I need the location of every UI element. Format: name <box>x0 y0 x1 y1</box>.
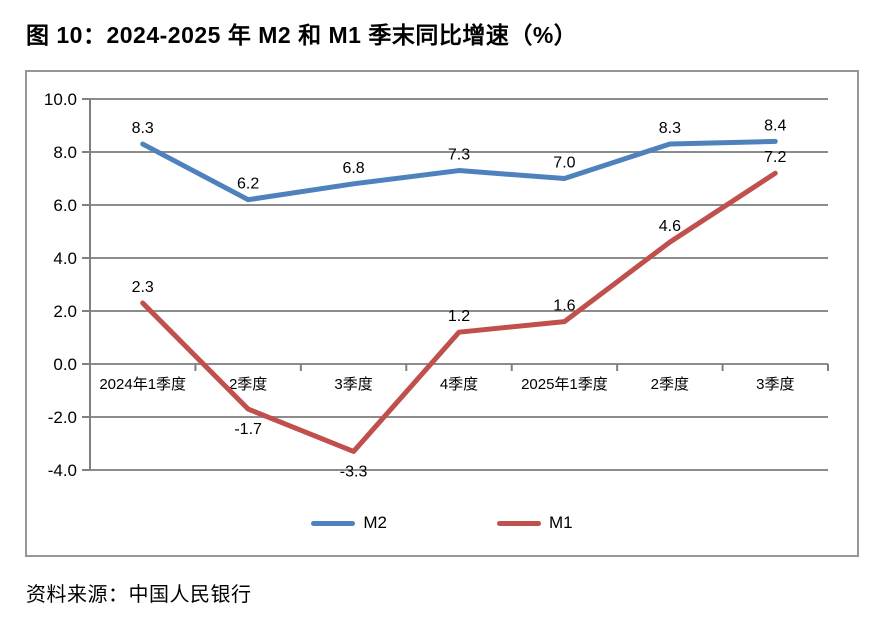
svg-text:0.0: 0.0 <box>53 355 77 374</box>
chart-frame: 10.0 8.0 6.0 4.0 2.0 0.0 -2.0 -4.0 2024年1季度 2季度 3季… <box>25 70 859 557</box>
svg-text:1.6: 1.6 <box>553 298 575 315</box>
svg-text:8.3: 8.3 <box>132 120 154 137</box>
svg-text:8.0: 8.0 <box>53 143 77 162</box>
gridlines <box>90 98 828 471</box>
svg-text:7.0: 7.0 <box>553 155 575 172</box>
svg-text:1.2: 1.2 <box>448 308 470 325</box>
x-axis-ticks <box>89 364 829 371</box>
svg-text:10.0: 10.0 <box>44 90 77 109</box>
svg-text:2.0: 2.0 <box>53 302 77 321</box>
legend-label-m1: M1 <box>549 513 573 532</box>
y-axis-labels: 10.0 8.0 6.0 4.0 2.0 0.0 -2.0 -4.0 <box>44 90 77 480</box>
svg-text:8.4: 8.4 <box>764 117 786 134</box>
line-chart: 10.0 8.0 6.0 4.0 2.0 0.0 -2.0 -4.0 2024年1季度 2季度 3季… <box>44 90 829 480</box>
svg-text:3季度: 3季度 <box>334 376 372 393</box>
svg-text:7.3: 7.3 <box>448 147 470 164</box>
figure-title: 图 10：2024-2025 年 M2 和 M1 季末同比增速（%） <box>26 22 578 48</box>
svg-text:7.2: 7.2 <box>764 149 786 166</box>
svg-text:-1.7: -1.7 <box>234 421 262 438</box>
svg-text:2季度: 2季度 <box>651 376 689 393</box>
svg-text:-3.3: -3.3 <box>340 463 368 480</box>
svg-text:2季度: 2季度 <box>229 376 267 393</box>
y-axis-ticks <box>82 98 90 471</box>
m1-data-labels: 2.3 -1.7 -3.3 1.2 1.6 4.6 7.2 <box>132 149 787 480</box>
legend-item-m2: M2 <box>311 513 387 533</box>
svg-text:6.2: 6.2 <box>237 176 259 193</box>
svg-text:2024年1季度: 2024年1季度 <box>99 376 186 393</box>
m2-line-swatch <box>311 520 356 526</box>
m1-line <box>140 170 778 454</box>
svg-text:4.0: 4.0 <box>53 249 77 268</box>
m1-line-swatch <box>497 520 541 526</box>
m2-data-labels: 8.3 6.2 6.8 7.3 7.0 8.3 8.4 <box>132 117 787 192</box>
svg-text:2.3: 2.3 <box>132 279 154 296</box>
svg-text:4季度: 4季度 <box>440 376 478 393</box>
svg-text:8.3: 8.3 <box>659 120 681 137</box>
svg-text:3季度: 3季度 <box>756 376 794 393</box>
svg-text:4.6: 4.6 <box>659 218 681 235</box>
x-axis-labels: 2024年1季度 2季度 3季度 4季度 2025年1季度 2季度 3季度 <box>99 376 794 393</box>
m2-line <box>140 138 778 203</box>
svg-text:2025年1季度: 2025年1季度 <box>521 376 608 393</box>
legend-label-m2: M2 <box>363 513 387 532</box>
legend-item-m1: M1 <box>497 513 573 533</box>
svg-text:6.0: 6.0 <box>53 196 77 215</box>
svg-text:6.8: 6.8 <box>342 160 364 177</box>
source-note: 资料来源：中国人民银行 <box>26 584 252 606</box>
svg-text:-4.0: -4.0 <box>48 461 77 480</box>
svg-text:-2.0: -2.0 <box>48 408 77 427</box>
chart-legend: M2 M1 <box>27 510 857 536</box>
